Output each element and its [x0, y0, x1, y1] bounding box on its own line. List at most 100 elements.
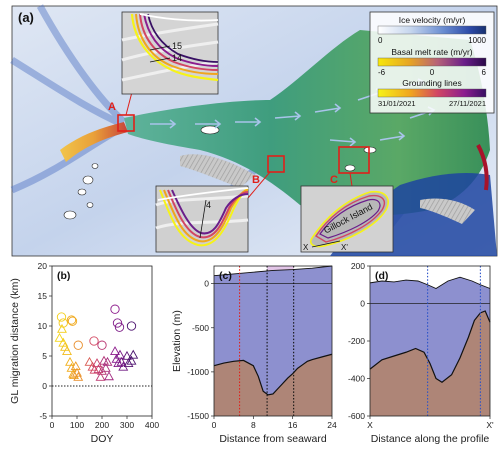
y-tick-label: 0 — [360, 299, 365, 309]
x-axis-label: DOY — [91, 433, 114, 445]
scatter-point-triangle — [99, 355, 109, 365]
scatter-point-triangle — [110, 346, 120, 356]
scatter-point-triangle — [123, 358, 134, 368]
legend-melt-bar — [377, 57, 487, 67]
marker-box-c — [338, 146, 370, 174]
scatter-point-triangle — [104, 371, 114, 381]
y-tick-label: -400 — [348, 374, 365, 384]
x-tick-label: 200 — [95, 420, 109, 430]
y-tick-label: -600 — [348, 411, 365, 421]
scatter-point-triangle — [84, 356, 95, 366]
inset-c-label-xprime: X' — [341, 243, 348, 252]
scatter-point-triangle — [100, 362, 111, 372]
inset-leader-lines — [125, 91, 353, 199]
scatter-point-triangle — [57, 323, 67, 333]
marker-label-b: B — [252, 174, 260, 186]
scatter-point-triangle — [92, 358, 102, 368]
legend-ice-velocity-max: 1000 — [468, 36, 486, 45]
bed-line — [369, 310, 491, 383]
panel-a-map: (a) A B C 15 14 4 — [10, 4, 498, 257]
x-axis-label: Distance from seaward — [219, 433, 327, 445]
legend-gl-start: 31/01/2021 — [378, 99, 416, 108]
scatter-point-circle — [67, 316, 78, 326]
plot-frame — [213, 265, 333, 417]
scatter-point-circle — [56, 312, 67, 322]
scatter-point-circle — [89, 336, 99, 346]
inset-b-label-4: 4 — [206, 200, 211, 210]
tributary-streams — [10, 4, 443, 242]
scatter-point-triangle — [102, 356, 113, 366]
y-tick-label: -1500 — [187, 411, 209, 421]
bed-line — [213, 353, 333, 396]
scatter-point-circle — [126, 321, 137, 331]
scatter-point-triangle — [115, 349, 125, 359]
y-axis-label: Elevation (m) — [171, 310, 183, 372]
x-tick-label: 300 — [120, 420, 134, 430]
x-tick-label: X' — [486, 420, 494, 430]
panel-a-label: (a) — [18, 10, 34, 25]
marker-box-b — [267, 155, 285, 173]
inset-c: Gillock Island X X' — [300, 185, 394, 253]
ice-surface-line — [369, 276, 491, 290]
x-tick-label: 0 — [50, 420, 55, 430]
marker-label-a: A — [108, 101, 116, 113]
scatter-point-circle — [112, 318, 123, 328]
scatter-point-triangle — [73, 371, 84, 381]
inset-a-label-15: 15 — [172, 41, 182, 51]
panel-label: (c) — [219, 270, 232, 282]
x-tick-label: 400 — [145, 420, 159, 430]
legend-gl-bar — [377, 88, 487, 98]
legend-gl-title: Grounding lines — [402, 78, 462, 88]
x-tick-label: 8 — [251, 420, 256, 430]
scatter-point-triangle — [128, 349, 139, 359]
scatter-point-triangle — [69, 370, 79, 380]
x-tick-label: 0 — [212, 420, 217, 430]
y-tick-label: 20 — [38, 261, 48, 271]
legend-ice-velocity-title: Ice velocity (m/yr) — [399, 15, 466, 25]
glacier-trunk — [60, 122, 128, 162]
legend-melt-mid: 0 — [430, 68, 435, 77]
legend-ice-velocity-min: 0 — [378, 36, 383, 45]
scatter-point-triangle — [113, 358, 124, 368]
x-tick-label: 100 — [70, 420, 84, 430]
scatter-point-circle — [114, 322, 125, 332]
scatter-point-triangle — [126, 355, 137, 365]
scatter-point-triangle — [66, 362, 77, 372]
y-tick-label: 0 — [204, 279, 209, 289]
legend-ice-velocity-bar — [377, 25, 487, 35]
rock-outcrop — [420, 198, 475, 224]
inset-c-label-x: X — [303, 243, 309, 252]
scatter-point-circle — [97, 340, 107, 350]
scatter-point-triangle — [89, 364, 100, 374]
inset-a-label-14: 14 — [172, 53, 182, 63]
panel-label: (d) — [375, 270, 388, 282]
chart-d-profile: -600 -400 -200 0 200 X X' Distance along the pr… — [348, 261, 494, 445]
scatter-point-circle — [73, 340, 83, 350]
y-tick-label: -200 — [348, 336, 365, 346]
y-tick-label: -5 — [39, 411, 47, 421]
x-tick-label: 16 — [288, 420, 298, 430]
map-legend: Ice velocity (m/yr) 0 1000 Basal melt ra… — [369, 11, 495, 114]
scatter-point-triangle — [70, 361, 81, 371]
x-tick-label: X — [367, 420, 373, 430]
scatter-point-triangle — [72, 367, 82, 377]
scatter-point-circle — [58, 318, 68, 328]
scatter-point-circle — [66, 315, 77, 325]
legend-melt-min: -6 — [378, 68, 386, 77]
y-axis-label: GL migration distance (km) — [9, 278, 21, 404]
scatter-point-triangle — [65, 356, 75, 366]
legend-melt-title: Basal melt rate (m/yr) — [391, 47, 472, 57]
scatter-point-triangle — [54, 332, 65, 342]
inset-a: 15 14 — [121, 11, 219, 95]
x-tick-label: 24 — [327, 420, 337, 430]
ice-body — [214, 266, 332, 395]
legend-melt-max: 6 — [482, 68, 487, 77]
y-tick-label: -1000 — [187, 367, 209, 377]
bedrock — [214, 354, 332, 416]
y-tick-label: 200 — [351, 261, 365, 271]
ice-surface-line — [213, 265, 333, 277]
legend-gl-end: 27/11/2021 — [449, 99, 486, 108]
scatter-point-triangle — [122, 350, 132, 360]
